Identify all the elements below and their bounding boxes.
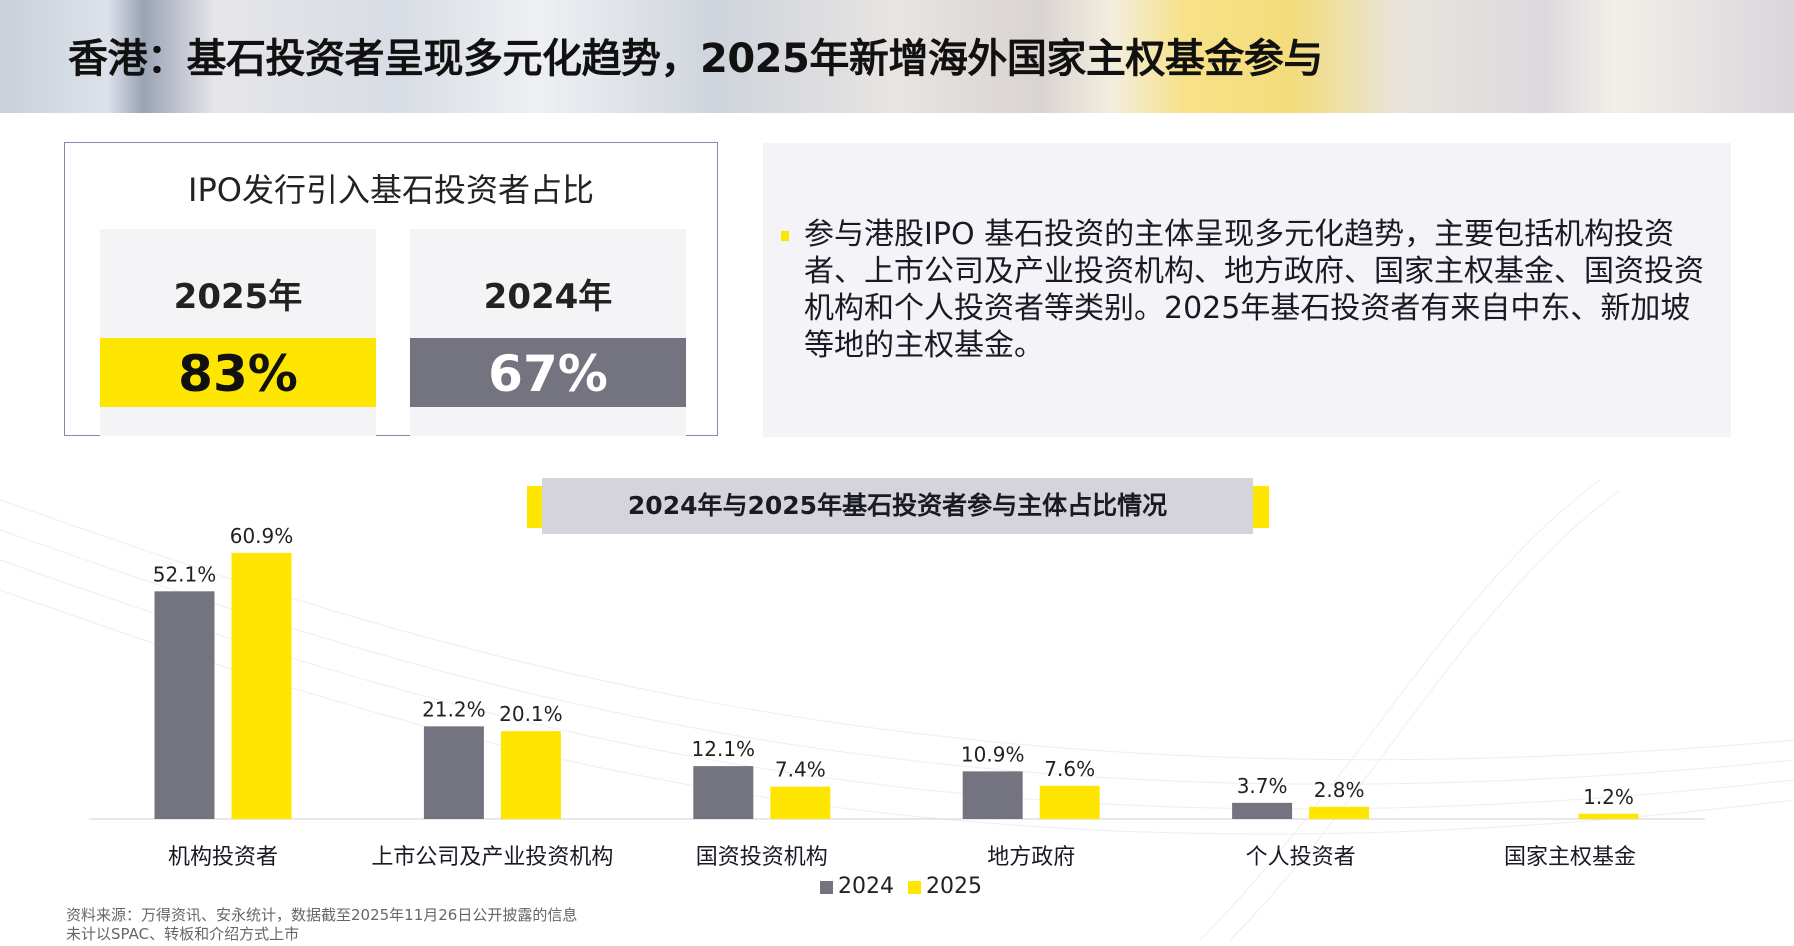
bar-2025 xyxy=(1039,785,1100,819)
legend-swatch xyxy=(820,880,833,894)
data-label: 52.1% xyxy=(153,562,217,586)
legend-swatch xyxy=(908,880,921,894)
data-label: 7.4% xyxy=(775,758,826,782)
panel-title: IPO发行引入基石投资者占比 xyxy=(188,171,594,209)
data-label: 3.7% xyxy=(1237,774,1288,798)
data-label: 60.9% xyxy=(230,524,294,548)
bar-chart: 52.1% 60.9% 机构投资者 21.2% 20.1% 上市公司及产业投资机构 12.1… xyxy=(89,524,1705,870)
data-label: 21.2% xyxy=(422,697,486,721)
year-label: 2025年 xyxy=(173,277,303,317)
ratio-2025: 2025年 83% xyxy=(100,229,376,436)
bullet-marker-icon xyxy=(781,231,789,241)
bar-2025 xyxy=(500,731,561,819)
footnotes: 资料来源：万得资讯、安永统计，数据截至2025年11月26日公开披露的信息 未计… xyxy=(66,906,577,944)
bar-2025 xyxy=(1309,806,1370,819)
bar-2025 xyxy=(770,786,831,819)
chart-title: 2024年与2025年基石投资者参与主体占比情况 xyxy=(542,478,1253,534)
summary-panel: 参与港股IPO 基石投资的主体呈现多元化趋势，主要包括机构投资者、上市公司及产业… xyxy=(763,143,1731,437)
year-label: 2024年 xyxy=(483,277,613,317)
bar-2024 xyxy=(693,766,754,819)
category-label: 国家主权基金 xyxy=(1504,845,1636,870)
legend-item-2024: 2024 xyxy=(820,874,894,899)
chart-legend: 2024 2025 xyxy=(820,874,982,899)
data-label: 20.1% xyxy=(499,702,563,726)
data-label: 12.1% xyxy=(692,737,756,761)
exclusion-note: 未计以SPAC、转板和介绍方式上市 xyxy=(66,925,300,943)
bar-2024 xyxy=(962,771,1023,819)
ratio-2024: 2024年 67% xyxy=(410,229,686,436)
source-note: 资料来源：万得资讯、安永统计，数据截至2025年11月26日公开披露的信息 xyxy=(66,906,578,924)
legend-item-2025: 2025 xyxy=(908,874,982,899)
cornerstone-ratio-panel: IPO发行引入基石投资者占比 2025年 83% 2024年 67% xyxy=(64,142,718,436)
legend-label: 2025 xyxy=(926,874,982,899)
ratio-value: 83% xyxy=(100,338,376,407)
bar-2024 xyxy=(423,726,484,819)
category-label: 个人投资者 xyxy=(1246,845,1356,870)
data-label: 1.2% xyxy=(1583,785,1634,809)
legend-label: 2024 xyxy=(838,874,894,899)
bar-2024 xyxy=(154,591,215,819)
ratio-value: 67% xyxy=(410,338,686,407)
category-label: 机构投资者 xyxy=(168,845,278,870)
page-title: 香港：基石投资者呈现多元化趋势，2025年新增海外国家主权基金参与 xyxy=(68,36,1323,82)
bar-2025 xyxy=(231,552,292,819)
category-label: 上市公司及产业投资机构 xyxy=(371,845,613,870)
header-banner: 香港：基石投资者呈现多元化趋势，2025年新增海外国家主权基金参与 xyxy=(0,0,1794,113)
category-label: 国资投资机构 xyxy=(696,845,828,870)
data-label: 7.6% xyxy=(1044,757,1095,781)
category-label: 地方政府 xyxy=(987,845,1075,870)
data-label: 10.9% xyxy=(961,742,1025,766)
data-label: 2.8% xyxy=(1314,778,1365,802)
summary-text: 参与港股IPO 基石投资的主体呈现多元化趋势，主要包括机构投资者、上市公司及产业… xyxy=(804,217,1704,363)
bar-2024 xyxy=(1232,802,1293,819)
bar-2025 xyxy=(1578,813,1639,819)
